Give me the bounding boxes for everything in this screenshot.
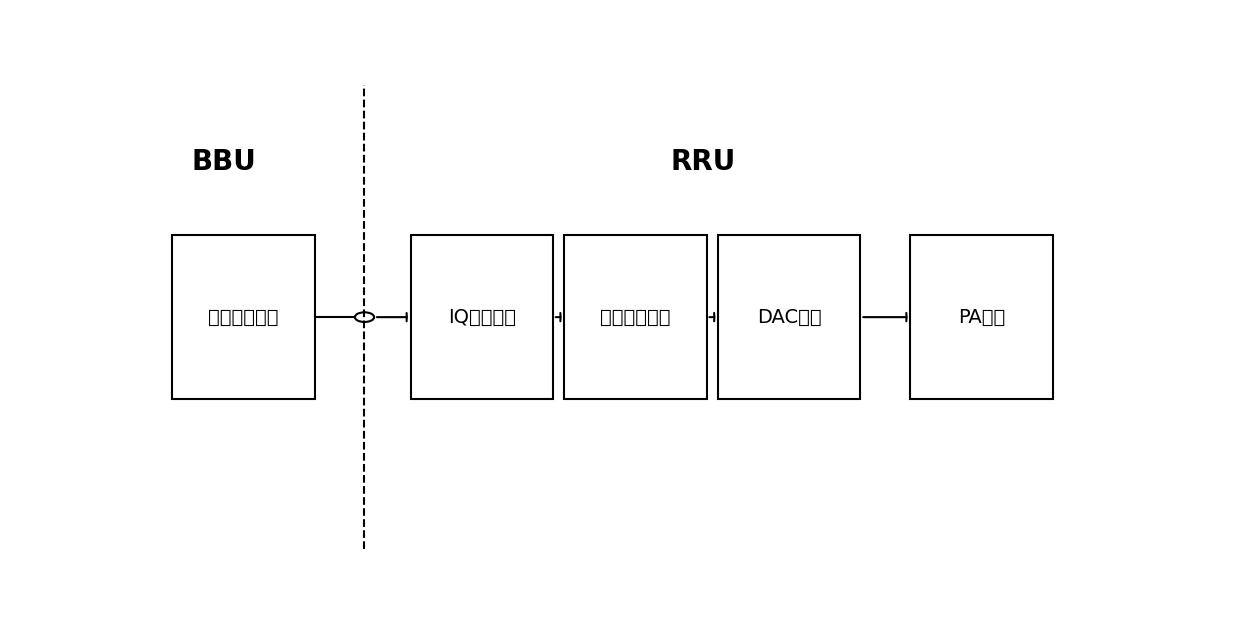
Bar <box>564 235 707 399</box>
Bar <box>172 235 315 399</box>
Bar <box>910 235 1053 399</box>
Text: DAC模块: DAC模块 <box>756 308 822 327</box>
Text: IQ交换模块: IQ交换模块 <box>448 308 516 327</box>
Bar <box>718 235 861 399</box>
Text: BBU: BBU <box>192 148 257 176</box>
Bar <box>410 235 553 399</box>
Text: 攻放保护模块: 攻放保护模块 <box>600 308 671 327</box>
Text: PA功放: PA功放 <box>957 308 1006 327</box>
Text: RRU: RRU <box>670 148 735 176</box>
Text: 基带处理单元: 基带处理单元 <box>208 308 279 327</box>
